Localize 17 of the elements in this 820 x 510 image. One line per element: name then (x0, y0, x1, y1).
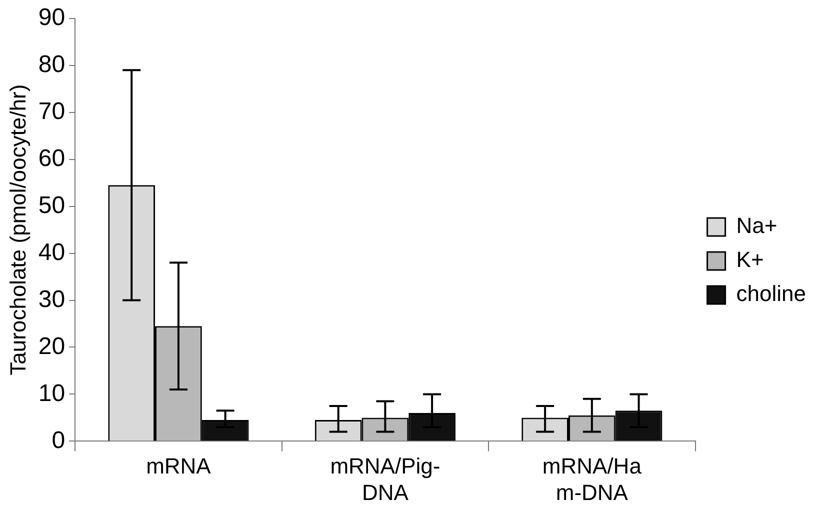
y-tick-label: 10 (38, 380, 66, 407)
x-tick-label: mRNA (146, 453, 212, 478)
y-tick-label: 70 (38, 98, 66, 125)
y-tick-label: 50 (38, 192, 66, 219)
y-tick-label: 90 (38, 4, 66, 32)
y-axis-title: Taurocholate (pmol/oocyte/hr) (5, 84, 30, 376)
legend-label: Na+ (736, 213, 778, 238)
y-tick-label: 40 (38, 238, 66, 266)
x-tick-label: mRNA/Pig- DNA (330, 453, 440, 505)
y-tick-label: 20 (38, 332, 66, 360)
y-tick-label: 60 (38, 144, 66, 172)
x-tick-label: mRNA/Ha m-DNA (542, 453, 642, 505)
y-tick-label: 30 (38, 286, 66, 313)
legend-label: choline (736, 281, 806, 306)
legend-label: K+ (736, 247, 764, 272)
y-tick-label: 80 (38, 51, 66, 78)
y-tick-label: 0 (52, 426, 66, 454)
